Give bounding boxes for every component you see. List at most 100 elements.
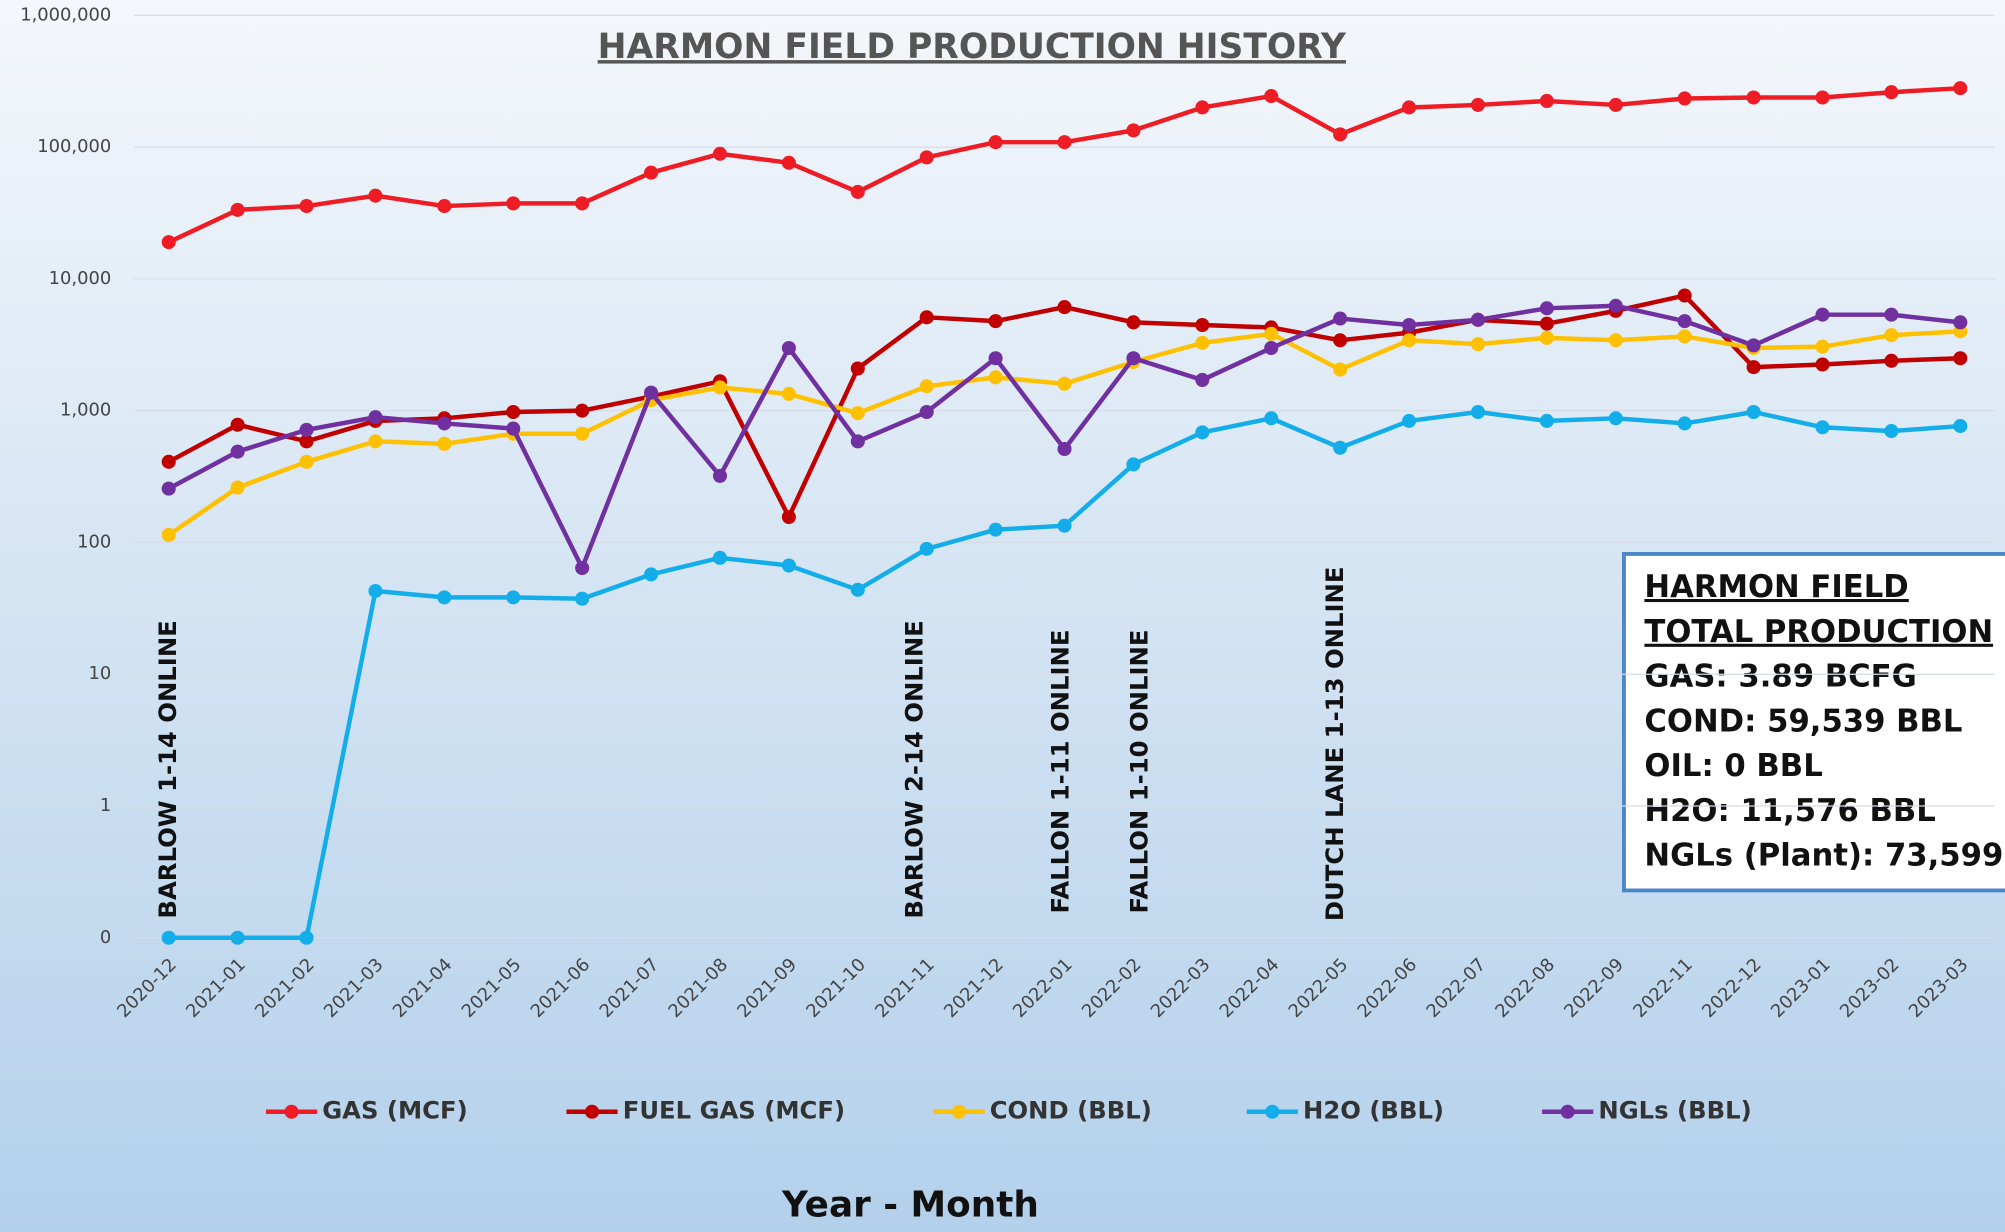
data-point bbox=[1126, 457, 1141, 472]
y-tick-label: 100,000 bbox=[37, 136, 111, 157]
data-point bbox=[988, 351, 1003, 366]
data-point bbox=[1884, 328, 1899, 343]
data-point bbox=[1126, 123, 1141, 138]
data-point bbox=[161, 235, 176, 250]
data-point bbox=[161, 454, 176, 469]
y-tick-label: 1,000,000 bbox=[20, 4, 111, 25]
data-point bbox=[1057, 300, 1072, 315]
data-point bbox=[1264, 89, 1279, 104]
data-point bbox=[919, 310, 934, 325]
data-point bbox=[506, 590, 521, 605]
annotation: BARLOW 2-14 ONLINE bbox=[900, 620, 929, 918]
data-point bbox=[299, 422, 314, 437]
data-point bbox=[1333, 333, 1348, 348]
data-point bbox=[1333, 440, 1348, 455]
data-point bbox=[644, 165, 659, 180]
data-point bbox=[299, 199, 314, 214]
data-point bbox=[1815, 339, 1830, 354]
y-tick-label: 1,000 bbox=[60, 400, 111, 421]
data-point bbox=[299, 434, 314, 449]
data-point bbox=[506, 196, 521, 211]
data-point bbox=[1953, 419, 1968, 434]
data-point bbox=[1746, 338, 1761, 353]
data-point bbox=[575, 560, 590, 576]
data-point bbox=[368, 434, 383, 449]
y-tick-label: 100 bbox=[77, 531, 111, 552]
legend-marker bbox=[1560, 1104, 1575, 1119]
data-point bbox=[575, 403, 590, 418]
data-point bbox=[1884, 424, 1899, 439]
data-point bbox=[1815, 420, 1830, 435]
legend-marker bbox=[585, 1104, 600, 1119]
data-point bbox=[437, 436, 452, 451]
annotation: BARLOW 1-14 ONLINE bbox=[153, 620, 182, 918]
data-point bbox=[850, 406, 865, 421]
text-box-line: GAS: 3.89 BCFG bbox=[1644, 660, 1916, 695]
data-point bbox=[368, 188, 383, 203]
data-point bbox=[1126, 315, 1141, 330]
data-point bbox=[1057, 135, 1072, 150]
annotation: FALLON 1-10 ONLINE bbox=[1125, 629, 1154, 913]
data-point bbox=[988, 135, 1003, 150]
data-point bbox=[988, 314, 1003, 329]
data-point bbox=[1677, 416, 1692, 431]
legend-marker bbox=[951, 1104, 967, 1119]
legend-label: COND (BBL) bbox=[990, 1096, 1152, 1125]
data-point bbox=[230, 480, 245, 495]
text-box-line: TOTAL PRODUCTION bbox=[1644, 615, 1993, 650]
data-point bbox=[1815, 357, 1830, 372]
data-point bbox=[161, 527, 176, 542]
data-point bbox=[712, 550, 728, 565]
data-point bbox=[368, 410, 383, 425]
data-point bbox=[575, 426, 590, 441]
text-box: HARMON FIELD TOTAL PRODUCTION GAS: 3.89 BC… bbox=[1622, 552, 2005, 893]
data-point bbox=[1195, 317, 1210, 333]
data-point bbox=[919, 379, 934, 394]
data-point bbox=[1608, 333, 1623, 348]
legend-marker bbox=[284, 1104, 299, 1119]
legend-label: GAS (MCF) bbox=[322, 1096, 467, 1125]
x-axis-label: Year - Month bbox=[781, 1184, 1039, 1225]
data-point bbox=[1608, 298, 1623, 313]
data-point bbox=[1608, 97, 1623, 112]
legend-label: FUEL GAS (MCF) bbox=[623, 1096, 845, 1125]
data-point bbox=[644, 567, 659, 582]
data-point bbox=[299, 930, 314, 945]
data-point bbox=[1539, 316, 1554, 331]
data-point bbox=[230, 930, 245, 945]
data-point bbox=[1470, 404, 1485, 420]
data-point bbox=[1953, 81, 1968, 96]
data-point bbox=[368, 583, 383, 599]
data-point bbox=[1402, 333, 1417, 348]
data-point bbox=[1333, 362, 1348, 377]
legend-label: H2O (BBL) bbox=[1303, 1096, 1444, 1125]
data-point bbox=[1470, 337, 1485, 352]
data-point bbox=[781, 509, 796, 525]
data-point bbox=[506, 421, 521, 436]
text-box-line: OIL: 0 BBL bbox=[1644, 749, 1822, 784]
data-point bbox=[1884, 353, 1899, 368]
data-point bbox=[1539, 93, 1554, 109]
data-point bbox=[575, 196, 590, 211]
data-point bbox=[1333, 127, 1348, 142]
data-point bbox=[230, 444, 245, 459]
annotation: DUTCH LANE 1-13 ONLINE bbox=[1320, 567, 1349, 922]
data-point bbox=[850, 582, 865, 597]
data-point bbox=[1539, 413, 1554, 428]
data-point bbox=[1815, 307, 1830, 322]
data-point bbox=[712, 380, 728, 395]
data-point bbox=[1264, 411, 1279, 426]
text-box-frame bbox=[1622, 552, 2005, 893]
data-point bbox=[1402, 100, 1417, 115]
data-point bbox=[1677, 288, 1692, 303]
data-point bbox=[1402, 317, 1417, 333]
data-point bbox=[506, 404, 521, 420]
data-point bbox=[712, 146, 728, 161]
data-point bbox=[437, 199, 452, 214]
data-point bbox=[1057, 441, 1072, 457]
data-point bbox=[1884, 307, 1899, 322]
data-point bbox=[1539, 301, 1554, 316]
chart-title: HARMON FIELD PRODUCTION HISTORY bbox=[598, 27, 1347, 67]
data-point bbox=[1953, 315, 1968, 330]
